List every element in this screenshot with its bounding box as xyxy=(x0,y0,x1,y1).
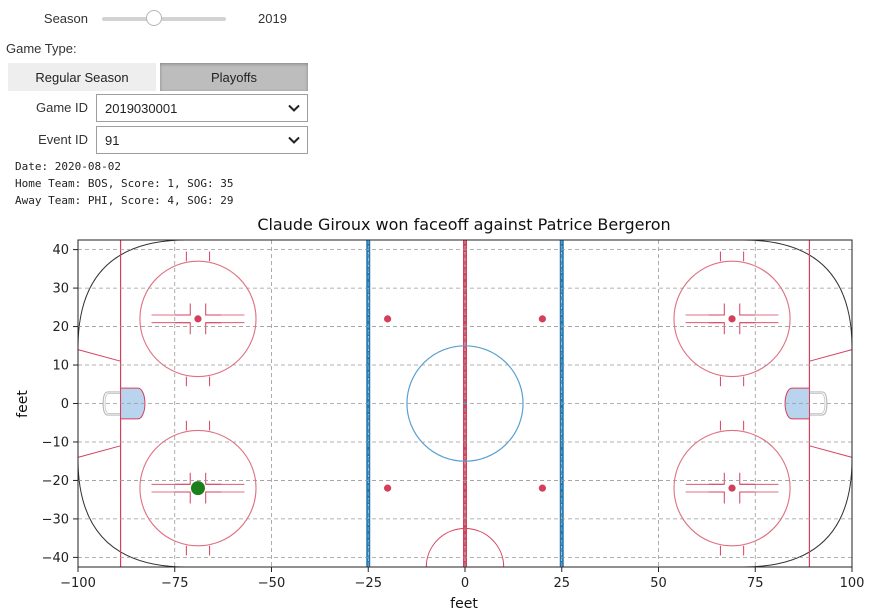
y-tick-label: −30 xyxy=(42,512,69,527)
away-team-info: Away Team: PHI, Score: 4, SOG: 29 xyxy=(15,192,234,209)
trapezoid-line xyxy=(809,350,852,362)
season-slider-track[interactable] xyxy=(102,17,226,21)
x-tick-label: −25 xyxy=(355,576,382,591)
y-tick-label: 10 xyxy=(52,359,69,374)
x-tick-label: 100 xyxy=(840,576,865,591)
l-marking xyxy=(175,492,190,504)
y-tick-label: 40 xyxy=(52,243,69,258)
y-axis-label: feet xyxy=(15,390,31,418)
l-marking xyxy=(709,303,724,315)
event-id-value: 91 xyxy=(105,133,119,148)
game-id-label: Game ID xyxy=(0,100,88,115)
goal-net xyxy=(809,392,826,415)
l-marking xyxy=(206,303,221,315)
game-date: Date: 2020-08-02 xyxy=(15,158,234,175)
game-id-dropdown[interactable]: 2019030001 xyxy=(96,94,308,122)
y-tick-label: −40 xyxy=(42,551,69,566)
l-marking xyxy=(740,303,755,315)
x-tick-label: −75 xyxy=(161,576,188,591)
faceoff-dot xyxy=(384,485,391,492)
chevron-down-icon xyxy=(287,133,301,147)
y-tick-label: −20 xyxy=(42,474,69,489)
y-tick-label: −10 xyxy=(42,435,69,450)
l-marking xyxy=(175,323,190,335)
season-slider-thumb[interactable] xyxy=(146,10,162,26)
game-id-row: Game ID 2019030001 xyxy=(0,94,310,122)
trapezoid-line xyxy=(809,446,852,458)
season-label: Season xyxy=(0,11,88,26)
l-marking xyxy=(740,323,755,335)
y-tick-label: 30 xyxy=(52,282,69,297)
game-type-label: Game Type: xyxy=(6,41,77,56)
axes: −100 −75 −50 −25 0 25 50 75 100403020100−10−20−3… xyxy=(42,240,865,591)
l-marking xyxy=(206,473,221,485)
faceoff-point xyxy=(191,481,205,495)
trapezoid-line xyxy=(78,350,121,362)
chevron-down-icon xyxy=(287,101,301,115)
faceoff-dot xyxy=(384,315,391,322)
x-tick-label: 25 xyxy=(553,576,570,591)
season-value: 2019 xyxy=(258,11,287,26)
regular-season-button[interactable]: Regular Season xyxy=(8,63,156,91)
faceoff-dot xyxy=(728,485,735,492)
home-team-info: Home Team: BOS, Score: 1, SOG: 35 xyxy=(15,175,234,192)
chart-title: Claude Giroux won faceoff against Patric… xyxy=(257,215,670,234)
l-marking xyxy=(206,323,221,335)
event-id-row: Event ID 91 xyxy=(0,126,310,154)
y-tick-label: 20 xyxy=(52,320,69,335)
playoffs-button[interactable]: Playoffs xyxy=(160,63,308,91)
x-tick-label: −100 xyxy=(60,576,96,591)
faceoff-dot xyxy=(539,315,546,322)
y-tick-label: 0 xyxy=(61,397,69,412)
x-tick-label: 75 xyxy=(747,576,764,591)
event-id-dropdown[interactable]: 91 xyxy=(96,126,308,154)
l-marking xyxy=(175,473,190,485)
l-marking xyxy=(740,492,755,504)
l-marking xyxy=(709,323,724,335)
l-marking xyxy=(709,473,724,485)
x-tick-label: 50 xyxy=(650,576,667,591)
x-tick-label: 0 xyxy=(461,576,469,591)
trapezoid-line xyxy=(78,446,121,458)
faceoff-points xyxy=(191,481,205,495)
rink-chart: Claude Giroux won faceoff against Patric… xyxy=(0,208,879,615)
l-marking xyxy=(206,492,221,504)
event-id-label: Event ID xyxy=(0,132,88,147)
faceoff-dot xyxy=(194,315,201,322)
l-marking xyxy=(709,492,724,504)
goal-net xyxy=(103,392,120,415)
faceoff-dot xyxy=(728,315,735,322)
l-marking xyxy=(175,303,190,315)
l-marking xyxy=(740,473,755,485)
x-tick-label: −50 xyxy=(258,576,285,591)
faceoff-dot xyxy=(539,485,546,492)
game-info: Date: 2020-08-02 Home Team: BOS, Score: … xyxy=(15,158,234,209)
season-slider-row: Season 2019 xyxy=(0,8,300,28)
game-id-value: 2019030001 xyxy=(105,101,177,116)
x-axis-label: feet xyxy=(450,596,478,612)
